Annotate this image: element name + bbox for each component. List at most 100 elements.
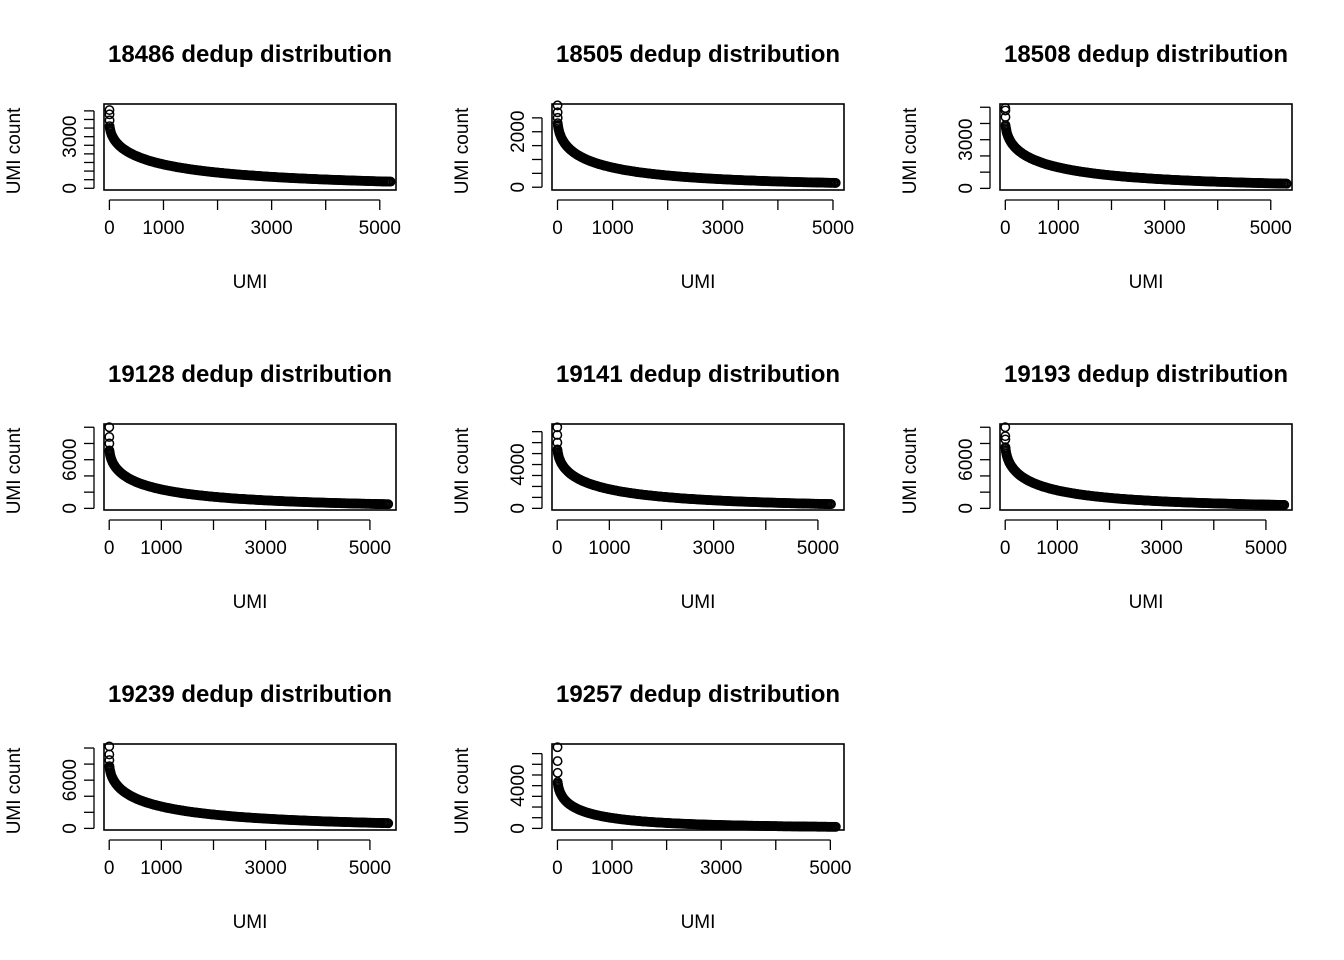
panel-1: 18486 dedup distribution 0 1000 3000 5000 UMI… bbox=[4, 41, 401, 293]
y-axis-label: UMI count bbox=[4, 427, 25, 514]
panel-3: 18508 dedup distribution 0 1000 3000 5000 UMI… bbox=[900, 41, 1293, 293]
y-tick-label: 0 bbox=[956, 503, 977, 514]
x-tick-label: 5000 bbox=[359, 218, 401, 239]
x-axis-label: UMI bbox=[1129, 592, 1164, 613]
x-tick-label: 3000 bbox=[245, 858, 287, 879]
data-points bbox=[552, 742, 841, 832]
panel-8: 19257 dedup distribution 0 1000 3000 5000 UMI… bbox=[452, 681, 851, 933]
data-point bbox=[826, 499, 836, 510]
x-axis-label: UMI bbox=[233, 912, 268, 933]
x-axis: 0 1000 3000 5000 bbox=[104, 839, 391, 879]
x-axis-label: UMI bbox=[681, 592, 716, 613]
data-point bbox=[383, 818, 394, 829]
x-axis: 0 1000 3000 5000 bbox=[1000, 519, 1287, 559]
y-axis: 0 3000 bbox=[956, 106, 991, 194]
y-axis: 0 6000 bbox=[60, 747, 95, 834]
data-points bbox=[552, 422, 836, 510]
x-axis-label: UMI bbox=[681, 912, 716, 933]
y-tick-label: 3000 bbox=[956, 119, 977, 161]
plot-frame bbox=[999, 423, 1293, 511]
y-axis-label: UMI count bbox=[900, 427, 921, 514]
data-points bbox=[104, 105, 396, 187]
x-tick-label: 1000 bbox=[142, 218, 184, 239]
data-points bbox=[104, 422, 394, 510]
x-tick-label: 0 bbox=[104, 538, 115, 559]
data-points bbox=[1000, 103, 1292, 189]
y-axis: 0 6000 bbox=[60, 426, 95, 514]
panel-6: 19193 dedup distribution 0 1000 3000 5000 UMI… bbox=[900, 361, 1293, 613]
y-tick-label: 0 bbox=[60, 183, 81, 194]
y-tick-label: 4000 bbox=[508, 765, 529, 807]
x-axis: 0 1000 3000 5000 bbox=[552, 199, 854, 239]
x-tick-label: 3000 bbox=[245, 538, 287, 559]
y-axis-label: UMI count bbox=[452, 747, 473, 834]
outlier-point bbox=[104, 105, 115, 115]
x-tick-label: 0 bbox=[1000, 538, 1011, 559]
outlier-point bbox=[552, 756, 563, 767]
outlier-point bbox=[552, 100, 563, 111]
y-tick-label: 2000 bbox=[508, 111, 529, 153]
y-tick-label: 6000 bbox=[60, 439, 81, 481]
x-tick-label: 1000 bbox=[1037, 218, 1079, 239]
outlier-point bbox=[104, 749, 115, 760]
panel-title: 18505 dedup distribution bbox=[556, 41, 840, 68]
panel-title: 19128 dedup distribution bbox=[108, 361, 392, 388]
x-tick-label: 5000 bbox=[349, 858, 391, 879]
y-axis: 0 6000 bbox=[956, 426, 991, 514]
outlier-point bbox=[552, 742, 563, 753]
data-points bbox=[552, 100, 841, 188]
x-tick-label: 1000 bbox=[591, 218, 633, 239]
x-tick-label: 1000 bbox=[140, 858, 182, 879]
outlier-point bbox=[1000, 431, 1011, 442]
panel-4: 19128 dedup distribution 0 1000 3000 5000 UMI… bbox=[4, 361, 397, 613]
x-tick-label: 0 bbox=[552, 538, 563, 559]
x-tick-label: 5000 bbox=[809, 858, 851, 879]
panel-title: 19141 dedup distribution bbox=[556, 361, 840, 388]
data-point bbox=[1279, 499, 1290, 510]
data-point bbox=[385, 176, 396, 187]
x-axis: 0 1000 3000 5000 bbox=[104, 199, 401, 239]
y-axis-label: UMI count bbox=[4, 747, 25, 834]
data-points bbox=[104, 741, 394, 829]
plot-frame bbox=[103, 103, 397, 191]
outlier-point bbox=[552, 767, 563, 778]
y-tick-label: 0 bbox=[508, 503, 529, 514]
x-tick-label: 0 bbox=[552, 858, 563, 879]
plot-frame bbox=[551, 743, 845, 831]
plot-frame bbox=[103, 423, 397, 511]
panel-title: 19257 dedup distribution bbox=[556, 681, 840, 708]
x-tick-label: 5000 bbox=[1250, 218, 1292, 239]
x-axis: 0 1000 3000 5000 bbox=[552, 839, 851, 879]
y-axis: 0 4000 bbox=[508, 752, 543, 834]
plot-frame bbox=[551, 423, 845, 511]
outlier-point bbox=[104, 432, 115, 442]
y-tick-label: 4000 bbox=[508, 443, 529, 485]
y-tick-label: 6000 bbox=[956, 439, 977, 481]
x-tick-label: 3000 bbox=[702, 218, 744, 239]
y-axis-label: UMI count bbox=[4, 107, 25, 194]
x-axis-label: UMI bbox=[233, 592, 268, 613]
outlier-point bbox=[1000, 105, 1011, 116]
x-tick-label: 1000 bbox=[591, 858, 633, 879]
panel-5: 19141 dedup distribution 0 1000 3000 5000 UMI… bbox=[452, 361, 845, 613]
x-tick-label: 0 bbox=[552, 218, 563, 239]
data-point bbox=[830, 177, 841, 188]
y-axis-label: UMI count bbox=[452, 427, 473, 514]
x-tick-label: 3000 bbox=[700, 858, 742, 879]
x-tick-label: 5000 bbox=[1245, 538, 1287, 559]
y-tick-label: 0 bbox=[956, 183, 977, 194]
data-points bbox=[1000, 422, 1290, 510]
plot-frame bbox=[103, 743, 397, 831]
data-point bbox=[830, 821, 841, 832]
y-tick-label: 6000 bbox=[60, 759, 81, 801]
y-tick-label: 0 bbox=[60, 503, 81, 514]
outlier-point bbox=[104, 422, 115, 433]
x-tick-label: 5000 bbox=[812, 218, 854, 239]
y-axis: 0 3000 bbox=[60, 110, 95, 194]
panel-title: 18486 dedup distribution bbox=[108, 41, 392, 68]
x-axis: 0 1000 3000 5000 bbox=[1000, 199, 1292, 239]
data-point bbox=[1281, 178, 1292, 189]
y-tick-label: 0 bbox=[60, 823, 81, 834]
y-tick-label: 3000 bbox=[60, 116, 81, 158]
outlier-point bbox=[552, 107, 563, 118]
